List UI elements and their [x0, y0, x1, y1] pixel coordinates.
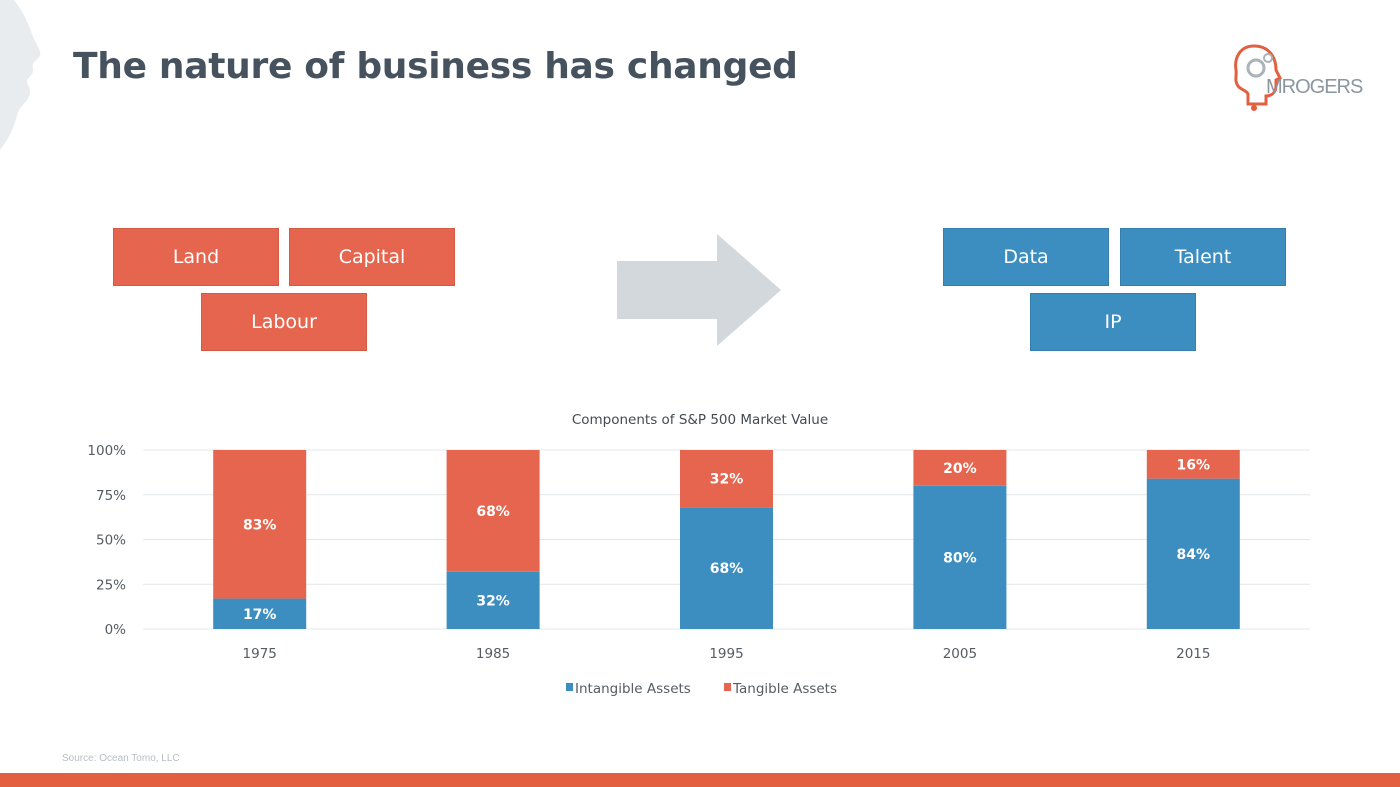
factor-box-labour: Labour	[201, 293, 367, 351]
data-label: 68%	[476, 504, 510, 520]
bar-tangible	[446, 450, 540, 572]
y-tick-label: 0%	[105, 622, 127, 638]
bar-intangible	[446, 571, 540, 629]
data-label: 17%	[243, 607, 277, 623]
right-arrow-icon	[617, 234, 781, 346]
factor-box-data: Data	[943, 228, 1109, 286]
data-label: 32%	[710, 472, 744, 488]
data-label: 84%	[1177, 547, 1211, 563]
page-title: The nature of business has changed	[73, 46, 798, 87]
x-tick-label: 2015	[1176, 646, 1210, 662]
source-note: Source: Ocean Tomo, LLC	[62, 753, 180, 764]
factor-box-talent: Talent	[1120, 228, 1286, 286]
data-label: 32%	[476, 593, 510, 609]
data-label: 16%	[1177, 457, 1211, 473]
y-tick-label: 50%	[96, 533, 126, 549]
factor-box-ip: IP	[1030, 293, 1196, 351]
gear-icon	[1246, 58, 1266, 78]
y-tick-label: 75%	[96, 488, 126, 504]
legend-swatch	[724, 683, 731, 691]
legend-swatch	[566, 683, 573, 691]
logo-text: MROGERS	[1266, 76, 1363, 98]
bar-tangible	[1146, 450, 1240, 479]
mrogers-logo	[1234, 44, 1283, 111]
x-tick-label: 1985	[476, 646, 510, 662]
chart-title: Components of S&P 500 Market Value	[572, 412, 828, 428]
bar-tangible	[680, 450, 773, 508]
legend-label: Tangible Assets	[732, 681, 837, 697]
y-tick-label: 100%	[87, 443, 126, 459]
bar-tangible	[213, 450, 307, 599]
legend-label: Intangible Assets	[575, 681, 691, 697]
factor-box-land: Land	[113, 228, 279, 286]
x-tick-label: 2005	[943, 646, 977, 662]
sp500-stacked-bar-chart: Components of S&P 500 Market Value 100% 7…	[87, 412, 1310, 697]
x-tick-label: 1975	[243, 646, 277, 662]
bar-intangible	[680, 507, 773, 629]
bar-intangible	[913, 485, 1007, 629]
bar-intangible	[1146, 478, 1240, 629]
data-label: 68%	[710, 561, 744, 577]
bottom-accent-bar	[0, 773, 1400, 787]
bar-tangible	[913, 450, 1007, 486]
data-label: 83%	[243, 517, 277, 533]
face-silhouette-graphic	[0, 0, 41, 150]
x-tick-label: 1995	[709, 646, 743, 662]
data-label: 20%	[943, 461, 977, 477]
data-label: 80%	[943, 550, 977, 566]
factor-box-capital: Capital	[289, 228, 455, 286]
y-tick-label: 25%	[96, 577, 126, 593]
bar-intangible	[213, 598, 307, 629]
